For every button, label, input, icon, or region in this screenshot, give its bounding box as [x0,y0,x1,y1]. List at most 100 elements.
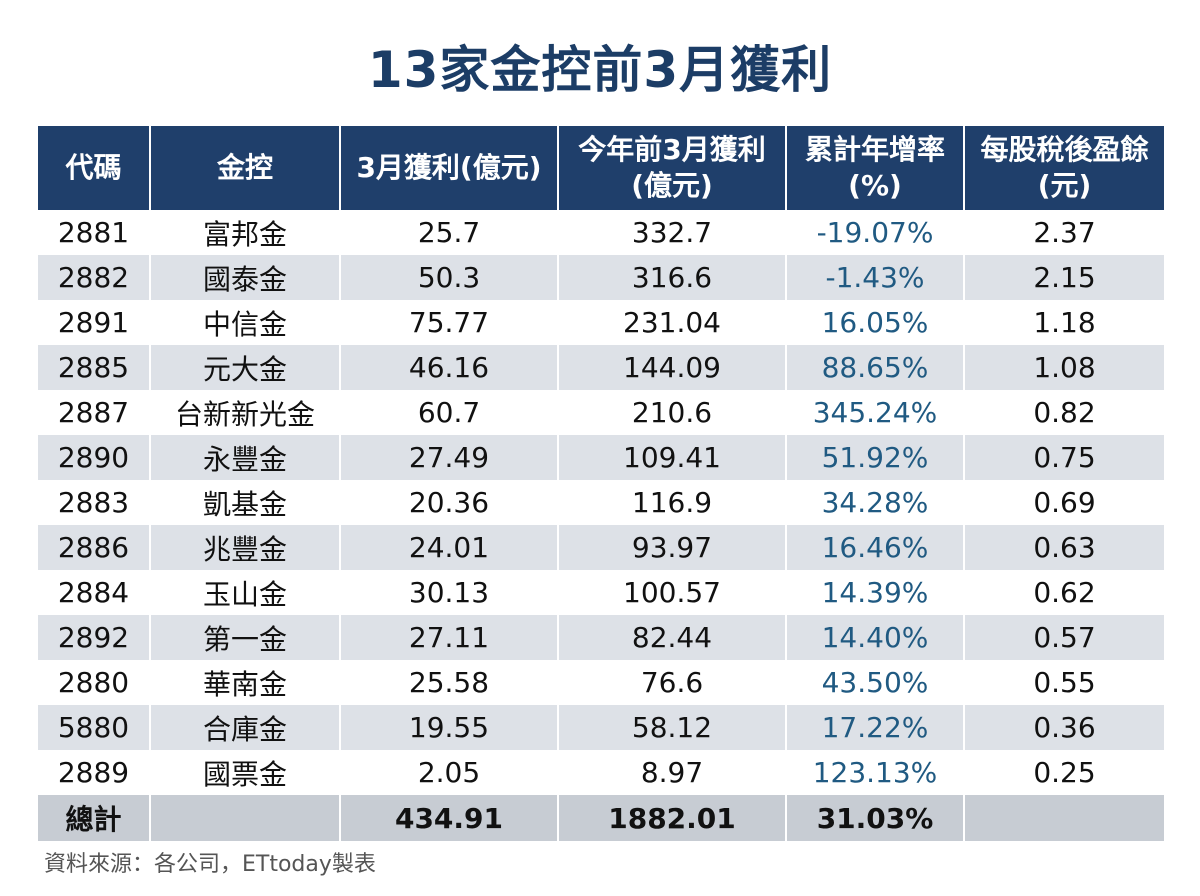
cell-code: 2882 [38,255,151,300]
cell-march-profit: 50.3 [340,255,559,300]
cell-code: 5880 [38,705,151,750]
table-row: 2883 凱基金 20.36 116.9 34.28% 0.69 [38,480,1164,525]
table-row: 2890 永豐金 27.49 109.41 51.92% 0.75 [38,435,1164,480]
cell-company: 玉山金 [150,570,341,615]
cell-code: 2886 [38,525,151,570]
cell-yoy: 14.40% [786,615,965,660]
cell-ytd-profit: 100.57 [558,570,787,615]
cell-ytd-profit: 58.12 [558,705,787,750]
cell-eps: 0.75 [964,435,1164,480]
cell-eps: 1.18 [1033,306,1096,339]
cell-ytd-profit: 144.09 [558,345,787,390]
cell-eps: 0.36 [964,705,1164,750]
cell-ytd-profit: 316.6 [558,255,787,300]
cell-yoy: 88.65% [786,345,965,390]
cell-code: 2891 [38,300,151,345]
total-label: 總計 [38,795,151,841]
total-company-empty [150,795,341,841]
total-yoy: 31.03% [786,795,965,841]
cell-company: 第一金 [150,615,341,660]
cell-yoy: -1.43% [786,255,965,300]
cell-yoy: 17.22% [786,705,965,750]
cell-yoy: 43.50% [786,660,965,705]
cell-yoy: 123.13% [786,750,965,795]
cell-march-profit: 24.01 [340,525,559,570]
column-header-eps: 每股稅後盈餘 (元) [964,126,1164,210]
cell-code: 2880 [38,660,151,705]
page-title: 13家金控前3月獲利 [367,41,833,99]
cell-march-profit: 19.55 [340,705,559,750]
cell-eps: 0.82 [1033,396,1096,429]
cell-company: 華南金 [150,660,341,705]
cell-yoy: 34.28% [786,480,965,525]
table-row: 2889 國票金 2.05 8.97 123.13% 0.25 [38,750,1164,795]
table-row: 5880 合庫金 19.55 58.12 17.22% 0.36 [38,705,1164,750]
cell-yoy: 16.05% [786,300,965,345]
cell-company: 國票金 [150,750,341,795]
cell-yoy: -19.07% [786,210,965,255]
cell-yoy: 16.46% [786,525,965,570]
table-row: 2892 第一金 27.11 82.44 14.40% 0.57 [38,615,1164,660]
table-row: 2884 玉山金 30.13 100.57 14.39% 0.62 [38,570,1164,615]
cell-eps: 2.15 [964,255,1164,300]
column-header-ytd-profit: 今年前3月獲利 (億元) [558,126,787,210]
cell-ytd-profit: 82.44 [558,615,787,660]
cell-code: 2885 [38,345,151,390]
profit-table: 代碼 金控 3月獲利(億元) 今年前3月獲利 (億元) 累計年增率 (%) 每股稅後… [38,126,1164,841]
total-eps-empty [964,795,1164,841]
cell-march-profit: 75.77 [340,300,559,345]
cell-ytd-profit: 76.6 [558,660,787,705]
cell-eps: 2.37 [1033,216,1096,249]
table-row: 2891 中信金 75.77 231.04 16.05% 1.18 [38,300,1164,345]
cell-code: 2883 [38,480,151,525]
cell-company: 永豐金 [150,435,341,480]
table-row: 2886 兆豐金 24.01 93.97 16.46% 0.63 [38,525,1164,570]
cell-eps: 0.57 [964,615,1164,660]
cell-march-profit: 25.58 [340,660,559,705]
cell-march-profit: 30.13 [340,570,559,615]
cell-ytd-profit: 8.97 [558,750,787,795]
cell-ytd-profit: 116.9 [558,480,787,525]
cell-eps: 1.08 [964,345,1164,390]
cell-company: 合庫金 [150,705,341,750]
cell-company: 兆豐金 [150,525,341,570]
cell-code: 2887 [38,390,151,435]
cell-eps: 0.25 [1033,756,1096,789]
cell-march-profit: 20.36 [340,480,559,525]
cell-ytd-profit: 109.41 [558,435,787,480]
table-row: 2887 台新新光金 60.7 210.6 345.24% 0.82 [38,390,1164,435]
cell-march-profit: 60.7 [340,390,559,435]
table-row: 2885 元大金 46.16 144.09 88.65% 1.08 [38,345,1164,390]
cell-march-profit: 2.05 [340,750,559,795]
table-row: 2880 華南金 25.58 76.6 43.50% 0.55 [38,660,1164,705]
cell-march-profit: 46.16 [340,345,559,390]
cell-code: 2890 [38,435,151,480]
cell-ytd-profit: 210.6 [558,390,787,435]
cell-eps: 0.69 [1033,486,1096,519]
cell-code: 2884 [38,570,151,615]
column-header-company: 金控 [150,126,341,210]
table-row: 2882 國泰金 50.3 316.6 -1.43% 2.15 [38,255,1164,300]
cell-code: 2881 [38,210,151,255]
table-header-row: 代碼 金控 3月獲利(億元) 今年前3月獲利 (億元) 累計年增率 (%) 每股稅後… [38,126,1164,210]
cell-ytd-profit: 93.97 [558,525,787,570]
cell-company: 凱基金 [150,480,341,525]
total-ytd-profit: 1882.01 [558,795,787,841]
cell-march-profit: 27.49 [340,435,559,480]
source-note: 資料來源：各公司，ETtoday製表 [44,852,376,877]
cell-code: 2889 [38,750,151,795]
cell-company: 元大金 [150,345,341,390]
column-header-code: 代碼 [38,126,151,210]
cell-company: 台新新光金 [150,390,341,435]
column-header-march-profit: 3月獲利(億元) [340,126,559,210]
cell-yoy: 14.39% [786,570,965,615]
cell-march-profit: 25.7 [340,210,559,255]
table-row: 2881 富邦金 25.7 332.7 -19.07% 2.37 [38,210,1164,255]
total-march-profit: 434.91 [340,795,559,841]
cell-march-profit: 27.11 [340,615,559,660]
total-row: 總計 434.91 1882.01 31.03% [38,795,1164,841]
cell-code: 2892 [38,615,151,660]
cell-eps: 0.62 [1033,576,1096,609]
cell-eps: 0.63 [964,525,1164,570]
cell-eps: 0.55 [1033,666,1096,699]
